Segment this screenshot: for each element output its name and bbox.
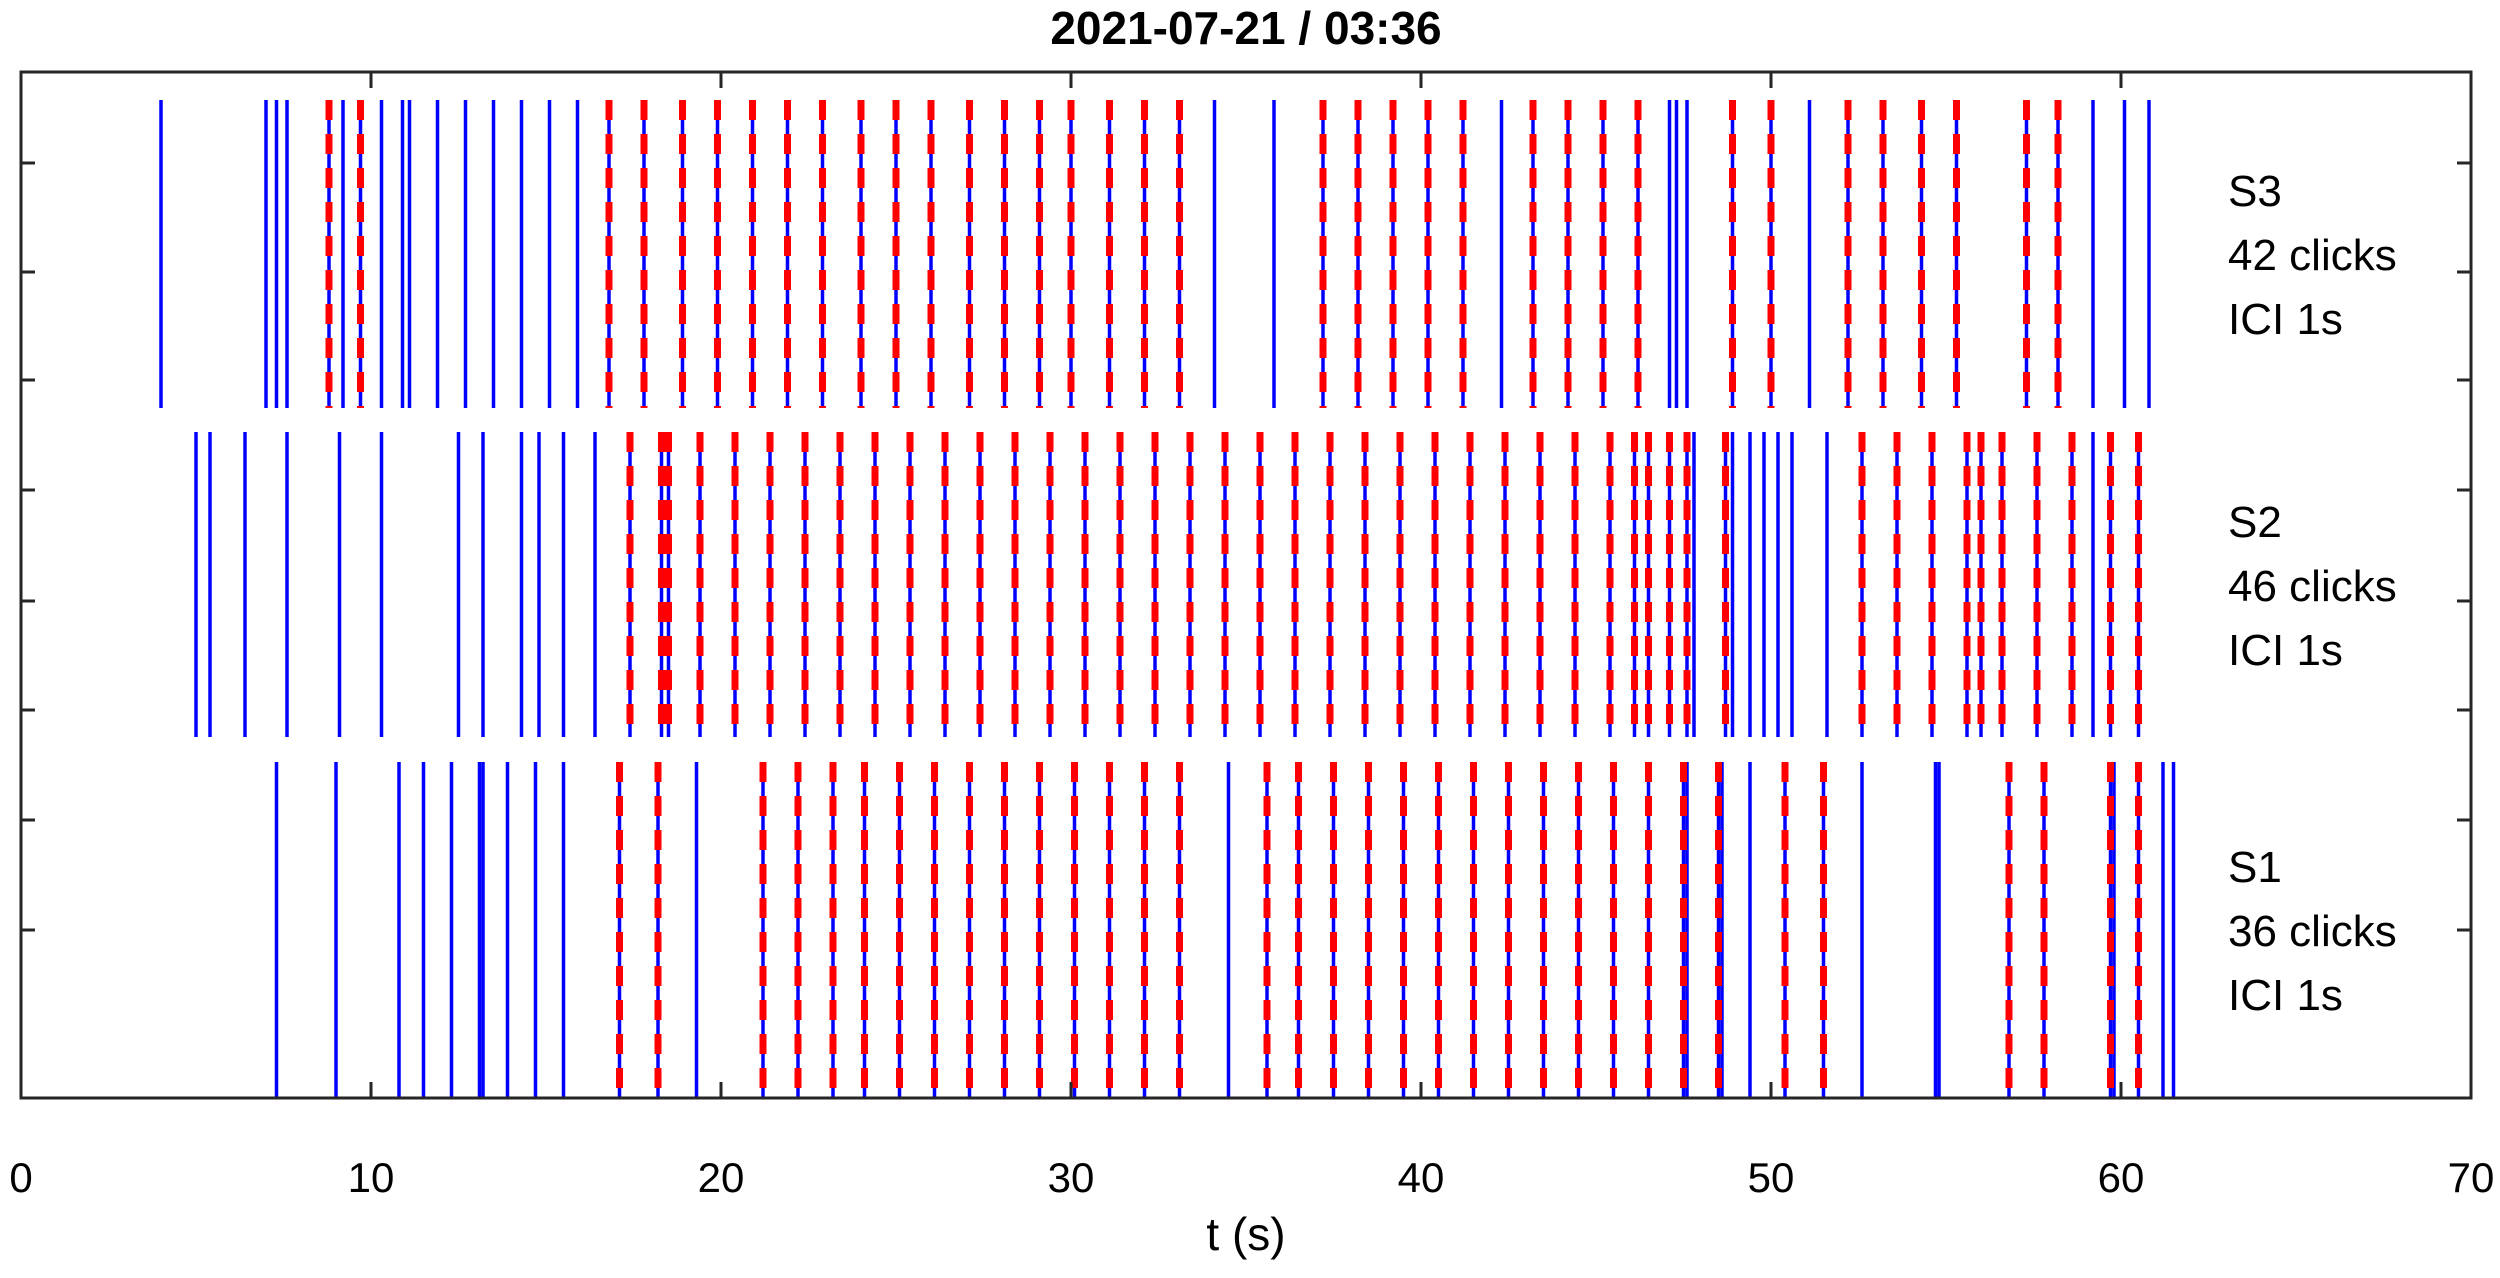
x-tick-label: 70 (2448, 1154, 2495, 1201)
row-s3 (159, 100, 2151, 408)
row-annotation-line: ICI 1s (2228, 295, 2343, 344)
row-annotation-line: S3 (2228, 167, 2282, 216)
row-annotation-line: 46 clicks (2228, 562, 2397, 611)
row-annotation-line: S2 (2228, 498, 2282, 547)
x-tick-label: 20 (698, 1154, 745, 1201)
row-s1 (274, 762, 2176, 1098)
row-annotations: S3 42 clicks ICI 1s S2 46 clicks ICI 1s S1 36 c… (2228, 167, 2397, 1020)
x-tick-label: 30 (1048, 1154, 1095, 1201)
chart-title: 2021-07-21 / 03:36 (1050, 2, 1441, 54)
x-tick-label: 50 (1748, 1154, 1795, 1201)
row-annotation-line: ICI 1s (2228, 626, 2343, 675)
row-annotation-line: 42 clicks (2228, 231, 2397, 280)
row-s2 (194, 432, 2142, 737)
row-annotation-line: ICI 1s (2228, 971, 2343, 1020)
x-ticks: 0 10 20 30 40 50 60 70 (9, 72, 2494, 1201)
axes-frame (19, 70, 2473, 1100)
x-axis-label: t (s) (1206, 1208, 1285, 1260)
x-tick-label: 40 (1398, 1154, 1445, 1201)
x-tick-label: 0 (9, 1154, 32, 1201)
x-tick-label: 60 (2098, 1154, 2145, 1201)
axes-box (19, 70, 2473, 1100)
x-tick-label: 10 (348, 1154, 395, 1201)
row-annotation-line: S1 (2228, 843, 2282, 892)
row-annotation-line: 36 clicks (2228, 907, 2397, 956)
rows-layer (159, 100, 2176, 1098)
